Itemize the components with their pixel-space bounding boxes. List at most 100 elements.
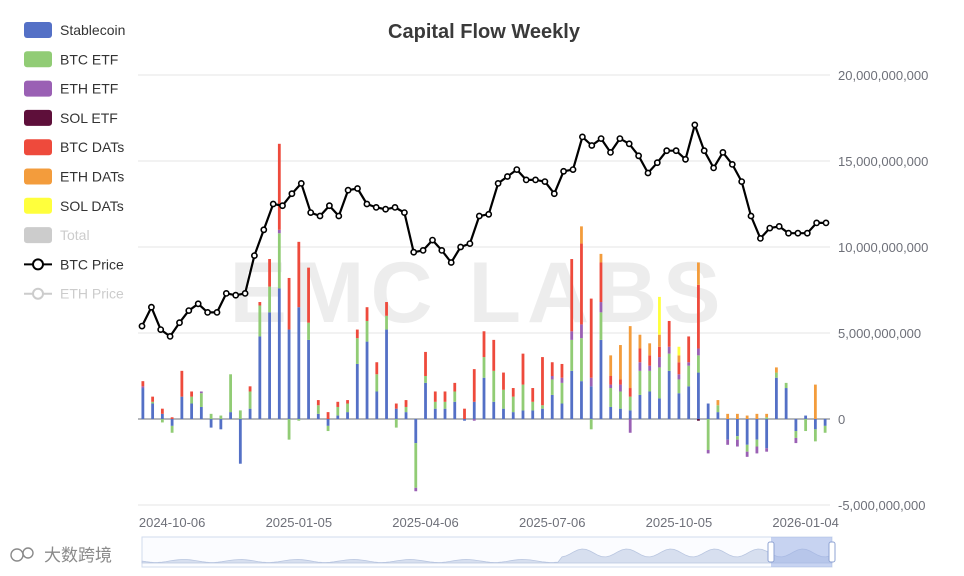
btc-price-point	[597, 135, 605, 142]
bar-segment-eth-etf	[277, 229, 281, 234]
bar-segment-btc-dats	[687, 336, 691, 363]
legend-item[interactable]: ETH ETF	[24, 80, 118, 97]
bar-segment-btc-etf	[599, 312, 603, 340]
bar-segment-stablecoin	[502, 408, 505, 419]
bar-segment-eth-etf	[628, 419, 632, 433]
bar-segment-btc-dats	[326, 412, 330, 419]
bar-segment-stablecoin	[424, 382, 427, 419]
bar-segment-btc-dats	[170, 417, 174, 419]
legend-item[interactable]: BTC Price	[24, 256, 124, 272]
btc-price-point	[391, 203, 399, 211]
bar-segment-stablecoin	[648, 391, 652, 419]
legend-item[interactable]: BTC ETF	[24, 51, 118, 68]
bar-segment-stablecoin	[599, 339, 603, 419]
bar-segment-btc-etf	[297, 419, 301, 421]
btc-price-point	[719, 148, 727, 156]
bar-segment-stablecoin	[687, 386, 691, 419]
bar-segment-stablecoin	[219, 419, 223, 430]
bar-segment-btc-etf	[385, 315, 388, 330]
bar-segment-eth-etf	[580, 324, 583, 339]
legend-label: ETH Price	[60, 286, 124, 302]
bar-segment-btc-etf	[404, 406, 408, 413]
bar-segment-eth-etf	[141, 386, 145, 389]
bar-segment-eth-dats	[697, 262, 700, 285]
bar-segment-btc-etf	[550, 379, 554, 395]
bar-segment-btc-dats	[521, 353, 525, 385]
bar-segment-btc-dats	[258, 302, 262, 306]
bar-segment-stablecoin	[248, 408, 252, 419]
bar-segment-stablecoin	[765, 419, 769, 449]
legend-item[interactable]: Total	[24, 227, 90, 244]
bar-segment-btc-etf	[813, 429, 817, 442]
bar-segment-eth-etf	[599, 302, 603, 313]
btc-price-point	[232, 291, 240, 299]
btc-price-point	[710, 164, 717, 172]
bar-segment-btc-dats	[443, 391, 447, 402]
x-tick-label: 2025-04-06	[392, 515, 459, 530]
legend: Stablecoin BTC ETF ETH ETF SOL ETF BTC DATs E…	[24, 22, 125, 302]
bar-segment-eth-etf	[726, 439, 730, 445]
bar-segment-btc-etf	[570, 339, 574, 371]
bar-segment-stablecoin	[726, 419, 730, 440]
legend-item[interactable]: ETH DATs	[24, 168, 124, 185]
bar-segment-sol-dats	[677, 346, 681, 356]
btc-price-point	[803, 229, 811, 237]
btc-price-point	[204, 308, 211, 316]
y-tick-label: -5,000,000,000	[838, 498, 925, 513]
bar-segment-stablecoin	[316, 413, 320, 419]
bar-segment-eth-etf	[550, 376, 554, 380]
legend-item[interactable]: ETH Price	[24, 286, 124, 302]
bar-segment-stablecoin	[355, 363, 359, 419]
bar-segment-btc-dats	[316, 400, 320, 406]
btc-price-point	[766, 224, 774, 232]
btc-price-point	[250, 252, 258, 259]
legend-label: BTC Price	[60, 256, 124, 272]
bar-segment-btc-dats	[453, 382, 457, 392]
bar-segment-eth-etf	[414, 487, 418, 492]
bar-segment-btc-dats	[648, 355, 652, 366]
bar-segment-btc-etf	[755, 439, 759, 447]
legend-swatch	[24, 22, 52, 38]
zoom-preview-area	[141, 548, 833, 564]
bar-segment-eth-etf	[609, 384, 613, 389]
bar-segment-eth-dats	[774, 367, 778, 373]
bar-segment-stablecoin	[589, 386, 593, 419]
btc-price-point	[550, 190, 558, 198]
legend-label: SOL DATs	[60, 198, 124, 214]
bar-segment-stablecoin	[151, 403, 155, 419]
bar-segment-stablecoin	[375, 391, 379, 419]
legend-label: Stablecoin	[60, 22, 125, 38]
bar-segment-stablecoin	[745, 419, 749, 445]
btc-price-point	[588, 142, 596, 149]
btc-price-point	[513, 166, 521, 173]
btc-price-point	[682, 155, 689, 163]
btc-price-point	[522, 176, 530, 184]
legend-item[interactable]: SOL ETF	[24, 109, 118, 126]
legend-swatch	[24, 51, 52, 68]
bar-segment-btc-etf	[794, 431, 798, 438]
bar-segment-eth-dats	[658, 334, 661, 347]
bar-segment-btc-dats	[287, 277, 291, 330]
bar-segment-btc-etf	[482, 357, 486, 378]
bar-segment-btc-etf	[823, 425, 827, 433]
bar-segment-stablecoin	[180, 396, 184, 419]
bar-segment-btc-dats	[502, 372, 505, 390]
bar-segment-btc-dats	[560, 363, 564, 378]
btc-price-point	[194, 300, 202, 308]
data-zoom-slider[interactable]	[141, 536, 836, 568]
bar-segment-eth-etf	[667, 346, 671, 354]
bar-segment-btc-dats	[180, 370, 184, 397]
legend-item[interactable]: BTC DATs	[24, 139, 124, 156]
bar-segment-eth-etf	[765, 448, 769, 452]
legend-item[interactable]: SOL DATs	[24, 197, 124, 214]
legend-item[interactable]: Stablecoin	[24, 22, 125, 38]
bar-segment-stablecoin	[307, 339, 310, 419]
bar-segment-btc-etf	[151, 401, 155, 404]
bar-segment-btc-etf	[502, 389, 505, 409]
btc-price-point	[794, 229, 802, 237]
bar-segment-btc-etf	[394, 419, 398, 428]
btc-price-point	[457, 243, 464, 251]
bar-series	[141, 143, 827, 492]
bar-segment-btc-dats	[336, 401, 340, 407]
bar-segment-btc-etf	[326, 425, 330, 432]
